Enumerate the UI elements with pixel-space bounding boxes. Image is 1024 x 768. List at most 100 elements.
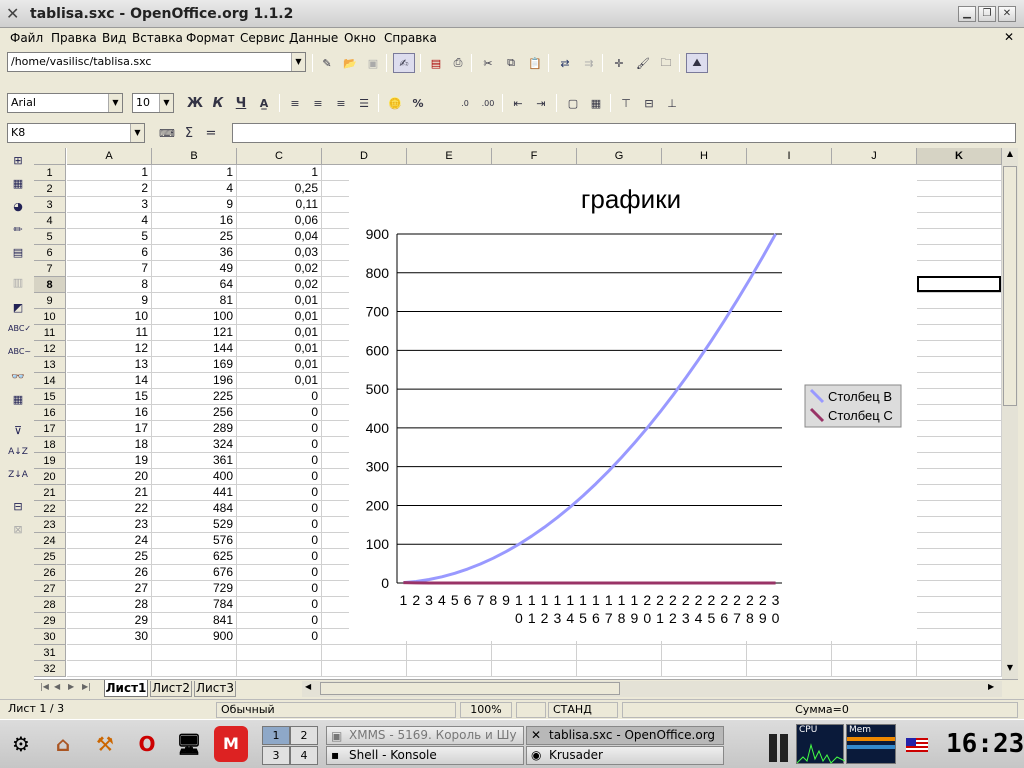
cell-b30[interactable]: 900: [152, 629, 237, 645]
cell-a23[interactable]: 23: [67, 517, 152, 533]
row-header[interactable]: 25: [34, 549, 66, 565]
cell-b16[interactable]: 256: [152, 405, 237, 421]
row-header[interactable]: 1: [34, 165, 66, 181]
row-header[interactable]: 17: [34, 421, 66, 437]
scroll-right-arrow-icon[interactable]: ▶: [988, 682, 995, 691]
desktop-3[interactable]: 3: [262, 746, 290, 765]
row-header[interactable]: 13: [34, 357, 66, 373]
row-header[interactable]: 6: [34, 245, 66, 261]
increase-indent-icon[interactable]: ⇥: [536, 96, 546, 110]
cell-b12[interactable]: 144: [152, 341, 237, 357]
minimize-button[interactable]: ▁: [958, 6, 976, 22]
currency-format-icon[interactable]: 🪙: [388, 96, 402, 110]
cell-a22[interactable]: 22: [67, 501, 152, 517]
file-path-combo[interactable]: /home/vasilisc/tablisa.sxc ▼: [7, 52, 306, 72]
cell-k20[interactable]: [917, 469, 1002, 485]
cell-a6[interactable]: 6: [67, 245, 152, 261]
task-openoffice[interactable]: ✕ tablisa.sxc - OpenOffice.org: [526, 726, 724, 745]
scroll-thumb[interactable]: [1003, 166, 1017, 406]
cell-c11[interactable]: 0,01: [237, 325, 322, 341]
cell-k10[interactable]: [917, 309, 1002, 325]
cell-f31[interactable]: [492, 645, 577, 661]
cell-c9[interactable]: 0,01: [237, 293, 322, 309]
cell-b26[interactable]: 676: [152, 565, 237, 581]
align-top-icon[interactable]: ⊤: [621, 96, 631, 110]
cell-k26[interactable]: [917, 565, 1002, 581]
autofilter-icon[interactable]: ⊽: [13, 424, 23, 437]
menu-data[interactable]: Данные: [289, 31, 339, 45]
cell-a9[interactable]: 9: [67, 293, 152, 309]
cell-a13[interactable]: 13: [67, 357, 152, 373]
column-header-e[interactable]: E: [407, 148, 492, 165]
row-header[interactable]: 10: [34, 309, 66, 325]
zoom-level[interactable]: 100%: [460, 702, 512, 718]
menu-view[interactable]: Вид: [102, 31, 127, 45]
desktop-4[interactable]: 4: [290, 746, 318, 765]
cell-a10[interactable]: 10: [67, 309, 152, 325]
sort-ascending-icon[interactable]: A↓Z: [8, 447, 28, 457]
keyboard-layout-flag-icon[interactable]: [906, 738, 928, 752]
scroll-up-arrow-icon[interactable]: ▲: [1006, 149, 1014, 158]
cell-k24[interactable]: [917, 533, 1002, 549]
scroll-left-arrow-icon[interactable]: ◀: [305, 682, 312, 691]
bold-button[interactable]: Ж: [187, 95, 203, 111]
cell-k5[interactable]: [917, 229, 1002, 245]
cell-a2[interactable]: 2: [67, 181, 152, 197]
row-header[interactable]: 5: [34, 229, 66, 245]
cell-d31[interactable]: [322, 645, 407, 661]
undo-icon[interactable]: ⇄: [560, 56, 570, 70]
formula-input[interactable]: [232, 123, 1016, 143]
desktop-1[interactable]: 1: [262, 726, 290, 745]
cell-c21[interactable]: 0: [237, 485, 322, 501]
tab-sheet3[interactable]: Лист3: [194, 681, 236, 697]
row-header[interactable]: 30: [34, 629, 66, 645]
row-header[interactable]: 20: [34, 469, 66, 485]
cell-b11[interactable]: 121: [152, 325, 237, 341]
cell-k7[interactable]: [917, 261, 1002, 277]
cell-b22[interactable]: 484: [152, 501, 237, 517]
cell-k25[interactable]: [917, 549, 1002, 565]
cell-c7[interactable]: 0,02: [237, 261, 322, 277]
column-header-g[interactable]: G: [577, 148, 662, 165]
cell-a21[interactable]: 21: [67, 485, 152, 501]
menu-insert[interactable]: Вставка: [132, 31, 183, 45]
row-header[interactable]: 32: [34, 661, 66, 677]
row-header[interactable]: 11: [34, 325, 66, 341]
font-name-combo[interactable]: Arial ▼: [7, 93, 123, 113]
column-header-h[interactable]: H: [662, 148, 747, 165]
cell-b25[interactable]: 625: [152, 549, 237, 565]
column-header-a[interactable]: A: [67, 148, 152, 165]
cell-c1[interactable]: 1: [237, 165, 322, 181]
cell-k32[interactable]: [917, 661, 1002, 677]
cell-a8[interactable]: 8: [67, 277, 152, 293]
cell-a3[interactable]: 3: [67, 197, 152, 213]
cell-b20[interactable]: 400: [152, 469, 237, 485]
cell-k14[interactable]: [917, 373, 1002, 389]
chevron-down-icon[interactable]: ▼: [130, 124, 144, 142]
cell-k9[interactable]: [917, 293, 1002, 309]
cell-a12[interactable]: 12: [67, 341, 152, 357]
align-center-icon[interactable]: ≡: [313, 96, 323, 110]
align-vcenter-icon[interactable]: ⊟: [644, 96, 654, 110]
column-header-k[interactable]: K: [917, 148, 1002, 165]
cell-c18[interactable]: 0: [237, 437, 322, 453]
cell-a4[interactable]: 4: [67, 213, 152, 229]
cell-j31[interactable]: [832, 645, 917, 661]
chevron-down-icon[interactable]: ▼: [291, 53, 305, 71]
cell-a29[interactable]: 29: [67, 613, 152, 629]
percent-format-icon[interactable]: %: [412, 96, 424, 110]
task-konsole[interactable]: ▪ Shell - Konsole: [326, 746, 524, 765]
column-header-f[interactable]: F: [492, 148, 577, 165]
edit-autoformat-icon[interactable]: ▥: [12, 276, 24, 289]
row-header[interactable]: 8: [34, 277, 66, 293]
cell-h31[interactable]: [662, 645, 747, 661]
row-header[interactable]: 27: [34, 581, 66, 597]
cell-b21[interactable]: 441: [152, 485, 237, 501]
tab-sheet1[interactable]: Лист1: [104, 680, 148, 697]
column-header-j[interactable]: J: [832, 148, 917, 165]
insert-icon[interactable]: ⊞: [13, 154, 23, 167]
form-controls-icon[interactable]: ▤: [12, 246, 24, 259]
column-header-d[interactable]: D: [322, 148, 407, 165]
row-header[interactable]: 22: [34, 501, 66, 517]
cell-b9[interactable]: 81: [152, 293, 237, 309]
